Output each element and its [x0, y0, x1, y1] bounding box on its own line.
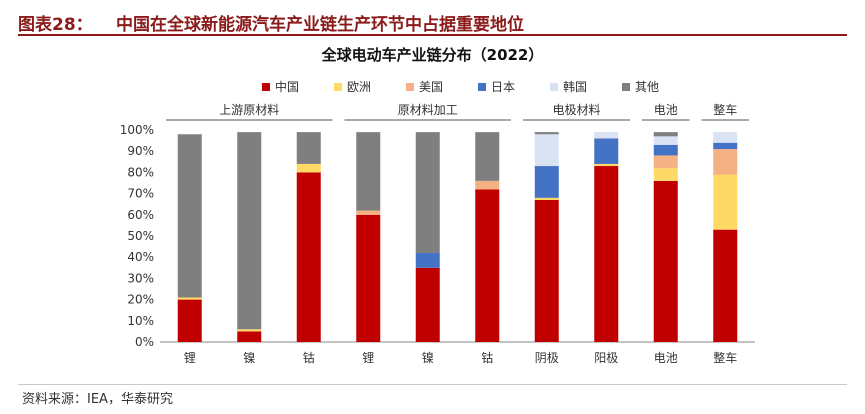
- group-label: 整车: [713, 102, 737, 117]
- group-label: 原材料加工: [398, 103, 458, 117]
- bar-segment: [653, 136, 678, 145]
- bar-segment: [237, 331, 262, 342]
- bar-segment: [177, 299, 202, 342]
- x-tick-label: 钴: [303, 350, 315, 365]
- bar-segment: [356, 132, 381, 211]
- x-tick-label: 阳极: [594, 351, 618, 365]
- legend-swatch: [550, 83, 558, 91]
- x-tick-label: 镍: [243, 351, 255, 365]
- bar-segment: [534, 197, 559, 200]
- bar-segment: [415, 252, 440, 268]
- bar-segment: [177, 297, 202, 300]
- x-tick-label: 整车: [713, 350, 737, 365]
- bar-segment: [534, 166, 559, 198]
- legend-label: 欧洲: [347, 80, 371, 94]
- y-tick-label: 0%: [135, 335, 154, 349]
- bar-segment: [415, 132, 440, 253]
- bar-segment: [594, 138, 619, 164]
- bar-segment: [713, 142, 738, 150]
- bar-segment: [237, 132, 262, 330]
- legend-label: 日本: [491, 80, 515, 94]
- bar-segment: [713, 229, 738, 342]
- legend-swatch: [622, 83, 630, 91]
- legend-label: 其他: [635, 80, 659, 94]
- bar-segment: [713, 149, 738, 175]
- bar-segment: [653, 168, 678, 181]
- bar-segment: [534, 199, 559, 342]
- bar-segment: [475, 180, 500, 190]
- x-tick-label: 镍: [422, 351, 434, 365]
- bar-segment: [475, 132, 500, 181]
- bar-segment: [296, 172, 321, 342]
- legend-swatch: [262, 83, 270, 91]
- y-tick-label: 40%: [127, 250, 154, 264]
- bar-segment: [653, 155, 678, 169]
- bar-segment: [237, 329, 262, 332]
- bar-segment: [475, 189, 500, 342]
- legend-label: 美国: [419, 80, 443, 94]
- y-tick-label: 50%: [127, 229, 154, 243]
- chart-title: 全球电动车产业链分布（2022）: [321, 46, 544, 64]
- y-tick-label: 100%: [120, 123, 154, 137]
- figure-number: 图表28：: [18, 15, 93, 35]
- source-note: 资料来源：IEA，华泰研究: [22, 392, 173, 407]
- group-label: 上游原材料: [219, 103, 279, 117]
- legend-swatch: [334, 83, 342, 91]
- bar-segment: [356, 210, 381, 215]
- bar-segment: [653, 132, 678, 137]
- y-tick-label: 10%: [127, 314, 154, 328]
- legend-swatch: [478, 83, 486, 91]
- bar-segment: [177, 134, 202, 298]
- y-tick-label: 70%: [127, 187, 154, 201]
- legend-label: 韩国: [563, 79, 587, 94]
- y-tick-label: 60%: [127, 208, 154, 222]
- group-label: 电极材料: [552, 103, 600, 117]
- bar-segment: [594, 132, 619, 139]
- bar-segment: [713, 132, 738, 143]
- y-tick-label: 30%: [127, 271, 154, 285]
- bar-segment: [534, 132, 559, 135]
- bar-segment: [653, 144, 678, 156]
- bar-segment: [356, 214, 381, 342]
- bar-segment: [296, 132, 321, 164]
- legend-swatch: [406, 83, 414, 91]
- bar-segment: [296, 163, 321, 173]
- y-tick-label: 80%: [127, 165, 154, 179]
- x-tick-label: 锂: [184, 350, 196, 365]
- x-tick-label: 电池: [654, 351, 678, 365]
- x-tick-label: 阴极: [535, 351, 559, 365]
- x-tick-label: 锂: [362, 350, 374, 365]
- y-tick-label: 90%: [127, 144, 154, 158]
- y-tick-label: 20%: [127, 293, 154, 307]
- divider: [18, 384, 847, 385]
- x-tick-label: 钴: [481, 350, 493, 365]
- bar-segment: [594, 166, 619, 342]
- bar-segment: [415, 267, 440, 342]
- bar-segment: [713, 174, 738, 230]
- figure-header: 图表28： 中国在全球新能源汽车产业链生产环节中占据重要地位: [18, 6, 847, 36]
- figure-title: 中国在全球新能源汽车产业链生产环节中占据重要地位: [116, 15, 524, 35]
- bar-segment: [594, 163, 619, 167]
- bar-segment: [653, 180, 678, 342]
- group-label: 电池: [654, 103, 678, 117]
- bar-segment: [534, 134, 559, 167]
- legend-label: 中国: [275, 79, 299, 94]
